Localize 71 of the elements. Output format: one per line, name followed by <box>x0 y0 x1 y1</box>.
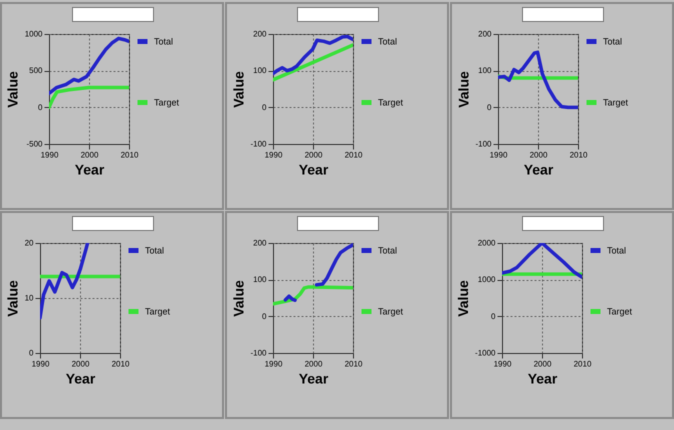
x-tick-label: 1990 <box>40 150 59 160</box>
legend-label: Total <box>145 246 164 256</box>
x-tick-label: 2000 <box>304 150 323 160</box>
y-tick-label: 1000 <box>478 275 496 284</box>
y-axis-title: Value <box>455 71 472 108</box>
y-tick-label: 2000 <box>478 238 496 248</box>
x-tick-label: 2000 <box>534 360 552 368</box>
legend-label: Target <box>378 98 404 108</box>
x-tick-label: 2000 <box>530 150 548 160</box>
x-axis-title: Year <box>528 370 558 386</box>
y-tick-label: 0 <box>38 102 44 112</box>
line-series <box>314 243 353 287</box>
y-tick-label: -100 <box>475 140 492 148</box>
line-series <box>40 243 90 320</box>
x-axis-title: Year <box>66 370 96 386</box>
line-series <box>498 50 578 110</box>
y-tick-label: 0 <box>487 102 492 112</box>
y-axis-title: Value <box>230 280 246 317</box>
x-tick-label: 1990 <box>490 150 508 160</box>
y-tick-label: 20 <box>24 238 34 248</box>
legend-label: Total <box>378 36 398 46</box>
y-axis-title: Value <box>4 71 21 108</box>
y-tick-label: 100 <box>253 275 268 284</box>
x-axis-title: Year <box>298 162 329 178</box>
y-tick-label: -100 <box>250 140 268 148</box>
legend-label: Total <box>378 246 398 256</box>
x-tick-label: 2010 <box>344 360 363 368</box>
line-series <box>49 36 129 96</box>
x-tick-label: 2000 <box>72 360 90 368</box>
line-series <box>273 285 353 306</box>
x-tick-label: 2010 <box>120 150 139 160</box>
y-tick-label: 200 <box>253 238 268 248</box>
x-tick-label: 2010 <box>574 360 592 368</box>
legend-label: Total <box>154 36 174 46</box>
y-tick-label: 10 <box>24 294 34 302</box>
x-tick-label: 1990 <box>32 360 50 368</box>
y-tick-label: 200 <box>253 30 268 38</box>
y-tick-label: 0 <box>262 102 268 112</box>
y-tick-label: 0 <box>262 312 268 321</box>
legend-label: Total <box>603 36 622 46</box>
y-axis-title: Value <box>455 280 472 317</box>
y-tick-label: 1000 <box>24 30 44 38</box>
x-axis-title: Year <box>298 370 329 386</box>
legend-label: Target <box>378 306 404 316</box>
x-tick-label: 2000 <box>80 150 99 160</box>
legend-label: Target <box>603 98 629 108</box>
y-tick-label: 200 <box>478 30 492 38</box>
y-tick-label: -100 <box>250 348 268 358</box>
y-tick-label: 0 <box>491 312 496 321</box>
x-tick-label: 1990 <box>264 360 283 368</box>
legend-label: Target <box>145 306 171 316</box>
y-tick-label: 100 <box>478 66 492 76</box>
y-axis-title: Value <box>230 71 246 108</box>
y-tick-label: 100 <box>253 66 268 76</box>
y-axis-title: Value <box>4 280 21 317</box>
legend-label: Total <box>607 246 626 256</box>
y-tick-label: -1000 <box>475 348 496 358</box>
x-tick-label: 1990 <box>264 150 283 160</box>
x-tick-label: 2000 <box>304 360 323 368</box>
x-tick-label: 2010 <box>112 360 130 368</box>
x-tick-label: 2010 <box>570 150 588 160</box>
line-series <box>49 86 129 110</box>
y-tick-label: 0 <box>29 348 34 358</box>
legend-label: Target <box>607 306 633 316</box>
x-tick-label: 2010 <box>344 150 363 160</box>
y-tick-label: 500 <box>29 66 44 76</box>
x-axis-title: Year <box>524 162 554 178</box>
x-axis-title: Year <box>74 162 105 178</box>
y-tick-label: -500 <box>26 140 44 148</box>
legend-label: Target <box>154 98 180 108</box>
x-tick-label: 1990 <box>494 360 512 368</box>
